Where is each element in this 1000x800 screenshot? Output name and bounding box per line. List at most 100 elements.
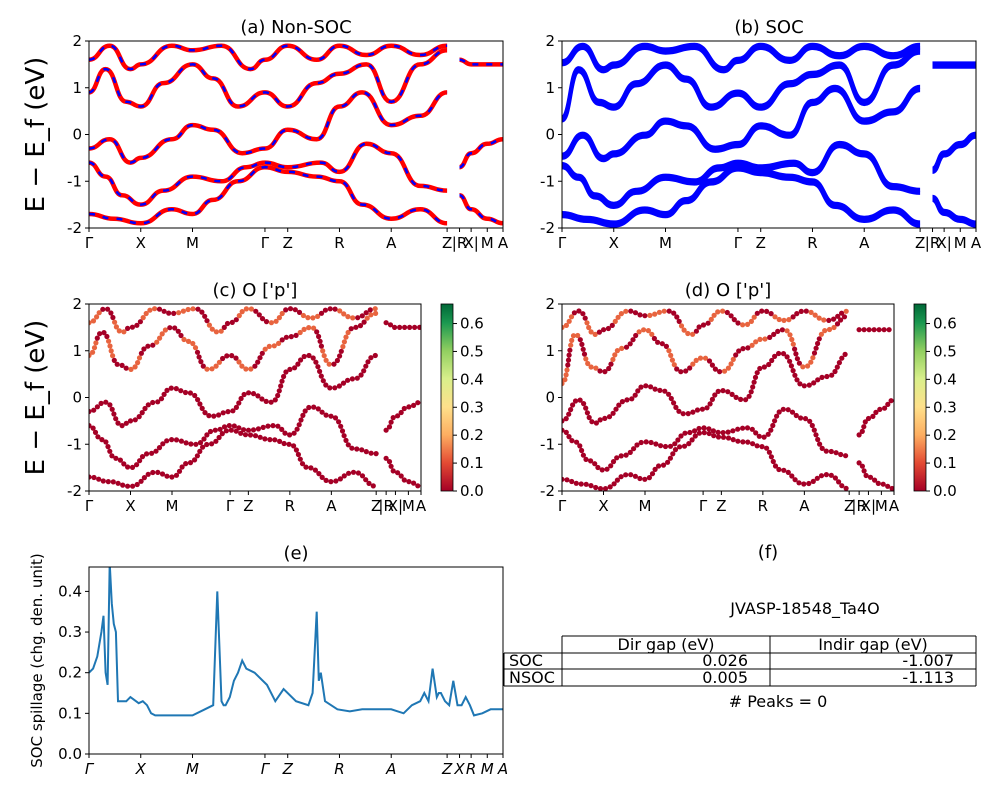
band-point: [172, 325, 178, 331]
panel-a-xtick-label: M: [186, 234, 199, 252]
band-point: [889, 485, 894, 491]
band-point: [106, 338, 112, 344]
band-point: [812, 312, 818, 318]
band-point: [658, 443, 664, 449]
band-point: [797, 381, 803, 387]
band-point: [807, 418, 813, 424]
band-point: [338, 423, 344, 429]
colorbar-tick-label: 0.6: [460, 315, 484, 333]
band-point: [761, 364, 768, 370]
band-point: [365, 359, 371, 365]
band-point: [616, 402, 622, 408]
band-point: [372, 306, 378, 312]
band-point: [195, 306, 201, 312]
band-point: [262, 436, 268, 442]
band-point: [712, 392, 718, 398]
band-point: [200, 363, 206, 369]
band-point: [715, 429, 721, 435]
band-point: [568, 342, 574, 348]
band-point: [412, 324, 418, 330]
band-point: [826, 317, 832, 323]
band-point: [98, 400, 104, 406]
band-point: [411, 480, 417, 486]
band-point: [794, 311, 800, 317]
band-point: [834, 321, 841, 327]
band-point: [246, 390, 252, 396]
band-point: [792, 372, 798, 378]
band-point: [764, 308, 770, 314]
band-point: [279, 378, 285, 384]
band-point: [135, 360, 141, 366]
colorbar-tick-label: 0.1: [933, 454, 957, 472]
band-point: [685, 330, 691, 337]
band-point: [127, 418, 134, 424]
band-point: [828, 472, 834, 478]
band-point: [407, 324, 413, 330]
band-point: [838, 451, 844, 458]
panel-d-ytick-label: -2: [540, 482, 555, 500]
band-point: [563, 429, 569, 435]
band-point: [885, 483, 891, 489]
band-point: [206, 413, 212, 419]
band-line-dashed: [89, 49, 448, 108]
band-point: [606, 414, 613, 420]
band-point: [359, 447, 365, 453]
band-point: [856, 460, 862, 466]
panel-c-xtick-label: Z: [243, 497, 253, 515]
band-point: [597, 417, 603, 423]
colorbar-tick-label: 0.0: [933, 482, 957, 500]
band-point: [207, 428, 214, 435]
band-point: [630, 337, 636, 343]
band-point: [612, 318, 618, 324]
panel-c-points: [89, 306, 421, 489]
band-point: [608, 361, 614, 367]
band-point: [810, 355, 816, 361]
band-point: [671, 310, 677, 316]
band-point: [579, 341, 585, 347]
band-point: [574, 439, 580, 445]
band-point: [800, 364, 806, 370]
band-point: [665, 459, 671, 465]
band-point: [318, 343, 324, 349]
band-point: [220, 410, 226, 416]
band-point: [702, 355, 709, 361]
band-point: [772, 353, 778, 359]
band-point: [288, 334, 294, 340]
panel-d-ytick-label: 0: [545, 389, 555, 407]
band-point: [173, 386, 179, 392]
band-point: [740, 346, 746, 352]
band-point: [871, 327, 877, 333]
band-point: [768, 427, 774, 433]
band-point: [195, 397, 201, 403]
band-point: [831, 316, 837, 322]
band-point: [623, 472, 629, 478]
band-point: [876, 327, 882, 333]
band-point: [835, 313, 841, 319]
band-point: [390, 415, 396, 421]
band-point: [822, 328, 828, 334]
band-point: [109, 406, 115, 412]
band-point: [588, 458, 594, 464]
panel-d-colorbar: [913, 303, 927, 492]
band-point: [267, 437, 273, 443]
panel-d-xtick-label: R: [758, 497, 768, 515]
band-point: [796, 480, 802, 486]
band-point: [415, 400, 421, 406]
colorbar-tick-label: 0.0: [460, 482, 484, 500]
panel-a-xtick-label: X|: [463, 234, 478, 252]
band-point: [277, 438, 283, 444]
band-point: [123, 420, 129, 426]
band-point: [633, 332, 639, 339]
band-point: [708, 316, 714, 322]
band-point: [337, 476, 343, 482]
band-point: [885, 401, 891, 407]
band-point: [710, 428, 717, 434]
band-line: [89, 141, 448, 207]
band-point: [672, 441, 678, 447]
band-point: [348, 326, 354, 332]
band-point: [121, 461, 127, 467]
band-point: [272, 437, 278, 443]
band-point: [316, 471, 322, 477]
band-point: [255, 426, 261, 432]
